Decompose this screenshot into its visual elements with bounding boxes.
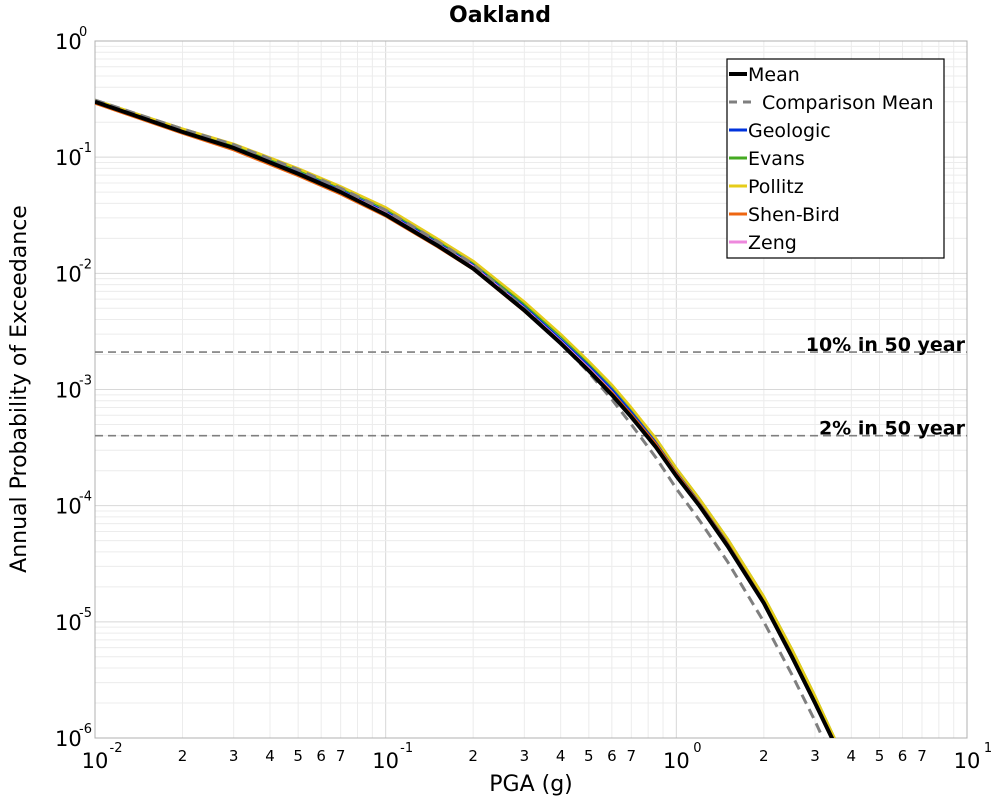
series-lines bbox=[95, 98, 836, 738]
y-major-tick-label: 10 bbox=[55, 146, 82, 170]
x-axis-label: PGA (g) bbox=[489, 772, 573, 797]
y-major-tick-label: 10 bbox=[55, 495, 82, 519]
y-major-tick-label: 10 bbox=[55, 611, 82, 635]
x-minor-tick-label: 7 bbox=[917, 747, 927, 765]
legend-entry-label: Evans bbox=[748, 148, 805, 170]
x-minor-tick-label: 5 bbox=[875, 747, 885, 765]
x-minor-tick-label: 3 bbox=[229, 747, 239, 765]
x-major-tick-label: 10 bbox=[954, 749, 981, 773]
x-minor-tick-label: 4 bbox=[847, 747, 857, 765]
y-major-tick-label: 10 bbox=[55, 262, 82, 286]
y-major-tick-exponent: -5 bbox=[79, 606, 92, 621]
chart-title: Oakland bbox=[449, 3, 551, 28]
y-major-tick-exponent: 0 bbox=[79, 25, 87, 40]
x-minor-tick-label: 6 bbox=[607, 747, 617, 765]
plot-border bbox=[94, 40, 968, 739]
legend: Mean Comparison Mean Geologic Evans Pollitz S… bbox=[726, 58, 945, 259]
x-minor-tick-label: 4 bbox=[556, 747, 566, 765]
x-minor-tick-label: 3 bbox=[520, 747, 530, 765]
legend-entry-label: Comparison Mean bbox=[762, 92, 934, 114]
series-line-pollitz bbox=[95, 98, 836, 738]
x-minor-tick-label: 6 bbox=[898, 747, 908, 765]
x-minor-tick-label: 6 bbox=[316, 747, 326, 765]
reference-line-label: 2% in 50 year bbox=[819, 418, 966, 440]
y-major-tick-label: 10 bbox=[55, 727, 82, 751]
x-minor-tick-label: 2 bbox=[178, 747, 188, 765]
x-minor-tick-label: 7 bbox=[336, 747, 346, 765]
x-minor-tick-label: 5 bbox=[584, 747, 594, 765]
x-major-tick-exponent: 1 bbox=[984, 741, 992, 756]
x-major-tick-exponent: -2 bbox=[110, 741, 123, 756]
y-major-tick-exponent: -4 bbox=[79, 490, 92, 505]
x-major-tick-exponent: 0 bbox=[693, 741, 701, 756]
y-major-tick-label: 10 bbox=[55, 30, 82, 54]
x-minor-tick-label: 4 bbox=[265, 747, 275, 765]
reference-line-label: 10% in 50 year bbox=[806, 334, 966, 356]
x-minor-tick-label: 7 bbox=[627, 747, 637, 765]
y-major-tick-label: 10 bbox=[55, 379, 82, 403]
legend-entry-label: Pollitz bbox=[748, 176, 804, 198]
x-major-tick-label: 10 bbox=[663, 749, 690, 773]
x-minor-tick-label: 2 bbox=[468, 747, 478, 765]
legend-entry-label: Shen-Bird bbox=[748, 204, 840, 226]
y-axis-label: Annual Probability of Exceedance bbox=[7, 205, 32, 573]
x-major-tick-label: 10 bbox=[82, 749, 109, 773]
legend-entry-label: Zeng bbox=[748, 232, 797, 254]
x-minor-tick-label: 3 bbox=[810, 747, 820, 765]
x-minor-tick-label: 2 bbox=[759, 747, 769, 765]
legend-entry-label: Geologic bbox=[748, 120, 831, 142]
y-major-tick-exponent: -3 bbox=[79, 374, 92, 389]
series-line-comparison-mean bbox=[95, 98, 825, 738]
grid bbox=[94, 41, 967, 739]
series-line-mean bbox=[95, 99, 835, 738]
y-major-tick-exponent: -6 bbox=[79, 722, 92, 737]
legend-box bbox=[726, 58, 945, 259]
x-major-tick-exponent: -1 bbox=[400, 741, 413, 756]
y-major-tick-exponent: -2 bbox=[79, 257, 92, 272]
x-minor-tick-label: 5 bbox=[293, 747, 303, 765]
plot-area bbox=[94, 40, 968, 739]
y-major-tick-exponent: -1 bbox=[79, 141, 92, 156]
x-major-tick-label: 10 bbox=[372, 749, 399, 773]
reference-lines: 10% in 50 year 2% in 50 year bbox=[95, 334, 967, 440]
legend-entry-label: Mean bbox=[748, 64, 800, 86]
